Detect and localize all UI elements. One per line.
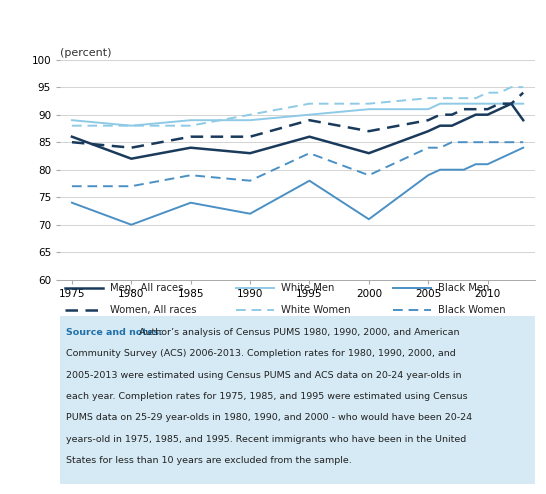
Text: Community Survey (ACS) 2006-2013. Completion rates for 1980, 1990, 2000, and: Community Survey (ACS) 2006-2013. Comple… (66, 349, 455, 359)
Text: White Men: White Men (281, 283, 334, 293)
FancyBboxPatch shape (60, 317, 535, 484)
Text: Women, All races: Women, All races (110, 305, 197, 315)
Text: each year. Completion rates for 1975, 1985, and 1995 were estimated using Census: each year. Completion rates for 1975, 19… (66, 392, 467, 401)
Text: White Women: White Women (281, 305, 351, 315)
Text: years-old in 1975, 1985, and 1995. Recent immigrants who have been in the United: years-old in 1975, 1985, and 1995. Recen… (66, 435, 466, 444)
Text: High School Completion Rate, 1975-2013: High School Completion Rate, 1975-2013 (66, 18, 372, 31)
Text: Men,  All races: Men, All races (110, 283, 183, 293)
Text: States for less than 10 years are excluded from the sample.: States for less than 10 years are exclud… (66, 456, 352, 465)
Text: 2005-2013 were estimated using Census PUMS and ACS data on 20-24 year-olds in: 2005-2013 were estimated using Census PU… (66, 371, 461, 380)
Text: PUMS data on 25-29 year-olds in 1980, 1990, and 2000 - who would have been 20-24: PUMS data on 25-29 year-olds in 1980, 19… (66, 413, 472, 422)
Text: (percent): (percent) (60, 47, 111, 58)
Text: Black Women: Black Women (438, 305, 506, 315)
Text: Author’s analysis of Census PUMS 1980, 1990, 2000, and American: Author’s analysis of Census PUMS 1980, 1… (136, 328, 460, 337)
Text: Black Men: Black Men (438, 283, 489, 293)
Text: Source and notes:: Source and notes: (66, 328, 163, 337)
